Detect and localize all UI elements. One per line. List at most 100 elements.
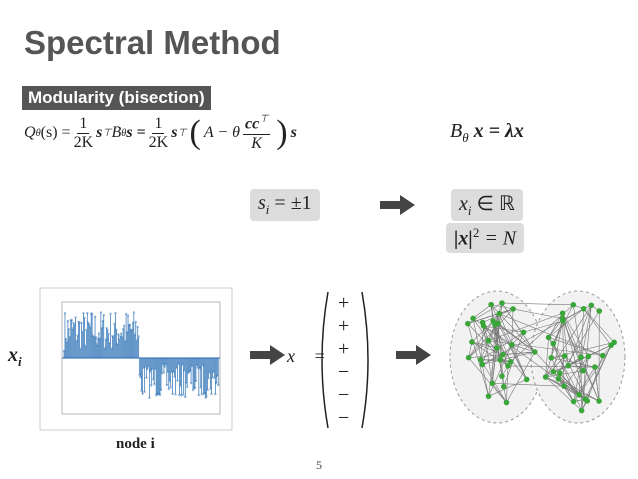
edge xyxy=(490,304,528,380)
edge xyxy=(558,310,600,379)
stem-dot xyxy=(174,393,177,396)
node xyxy=(508,341,515,348)
node xyxy=(479,361,486,368)
edge xyxy=(494,324,504,355)
stem-dot xyxy=(162,371,166,374)
stem-dot xyxy=(109,312,112,315)
stem-dot xyxy=(146,368,149,371)
sym: B xyxy=(450,120,463,142)
edge xyxy=(585,345,612,400)
vector-entry: − xyxy=(338,407,350,429)
stem-dot xyxy=(91,334,95,337)
paren xyxy=(321,291,329,429)
sym: ( xyxy=(189,114,201,151)
node xyxy=(480,323,487,329)
fraction: cc⊤ K xyxy=(243,113,271,152)
sym: s xyxy=(258,192,266,214)
edge xyxy=(545,337,549,378)
edge xyxy=(483,325,524,333)
edge xyxy=(488,344,513,397)
title: Spectral Method xyxy=(24,24,281,61)
stem-dot xyxy=(163,365,166,368)
vector-entry: + xyxy=(338,292,350,314)
stem-dot xyxy=(153,383,156,386)
node xyxy=(592,364,598,370)
stem-dot xyxy=(214,393,217,396)
edge xyxy=(506,365,509,403)
sym: (s) = xyxy=(40,124,71,141)
sym: i xyxy=(18,354,22,369)
edge xyxy=(563,356,589,387)
node xyxy=(596,308,603,314)
stem-dot xyxy=(88,323,91,326)
stem-dot xyxy=(167,388,170,391)
node xyxy=(495,320,501,327)
sym: θ xyxy=(121,127,127,139)
fraction: 1 2K xyxy=(74,115,94,152)
node xyxy=(582,396,589,402)
node xyxy=(596,398,602,404)
edge xyxy=(482,351,535,365)
edge xyxy=(581,356,589,411)
stem-dot xyxy=(123,324,126,327)
node xyxy=(565,362,571,369)
vector-entry: + xyxy=(338,338,350,360)
edge xyxy=(471,320,494,343)
edge xyxy=(471,341,498,349)
edge xyxy=(488,340,509,367)
arrow xyxy=(380,195,415,215)
edge xyxy=(488,340,603,356)
sym: A − θ xyxy=(203,124,240,141)
edge xyxy=(551,342,615,359)
stem-dot xyxy=(93,315,97,318)
plot-stems xyxy=(62,311,220,399)
sym: = ±1 xyxy=(274,192,312,214)
stem-dot xyxy=(197,394,200,397)
stem-dot xyxy=(128,323,132,327)
sym: = N xyxy=(484,227,517,250)
edge xyxy=(468,340,489,358)
node xyxy=(559,310,566,317)
node xyxy=(500,351,506,358)
node xyxy=(496,310,503,317)
node xyxy=(580,305,587,312)
stem-dot xyxy=(156,393,160,396)
page-number: 5 xyxy=(316,458,322,472)
node xyxy=(477,356,484,363)
sym: K xyxy=(251,134,262,152)
edge xyxy=(559,355,566,374)
stem-dot xyxy=(165,383,168,387)
edge xyxy=(482,322,493,384)
stem-dot xyxy=(158,393,162,396)
stem-dot xyxy=(114,311,117,315)
sym: ⊤ xyxy=(102,128,112,139)
sym: ⊤ xyxy=(177,128,187,139)
node xyxy=(545,334,552,341)
node xyxy=(578,407,585,414)
node xyxy=(485,393,492,400)
stem-dot xyxy=(145,376,148,379)
sym: 1 xyxy=(152,114,165,134)
stem-dot xyxy=(70,318,73,322)
edge xyxy=(502,351,535,356)
edge xyxy=(506,351,535,403)
stem-dot xyxy=(180,394,183,397)
sym: Q xyxy=(24,124,36,141)
stem-dot xyxy=(186,385,189,389)
stem-dot xyxy=(74,316,77,319)
stem-dot xyxy=(193,387,197,390)
sym: x = λx xyxy=(473,120,524,142)
stem-dot xyxy=(86,312,89,315)
stem-dot xyxy=(80,321,83,324)
node xyxy=(488,301,494,308)
edge xyxy=(472,318,489,341)
fraction: 1 2K xyxy=(149,115,169,152)
sym: |x| xyxy=(454,227,473,250)
stem-dot xyxy=(63,312,67,315)
stem-dot xyxy=(217,384,220,387)
node xyxy=(585,353,592,360)
edge xyxy=(572,304,582,358)
edge xyxy=(490,304,554,373)
node xyxy=(580,367,586,374)
